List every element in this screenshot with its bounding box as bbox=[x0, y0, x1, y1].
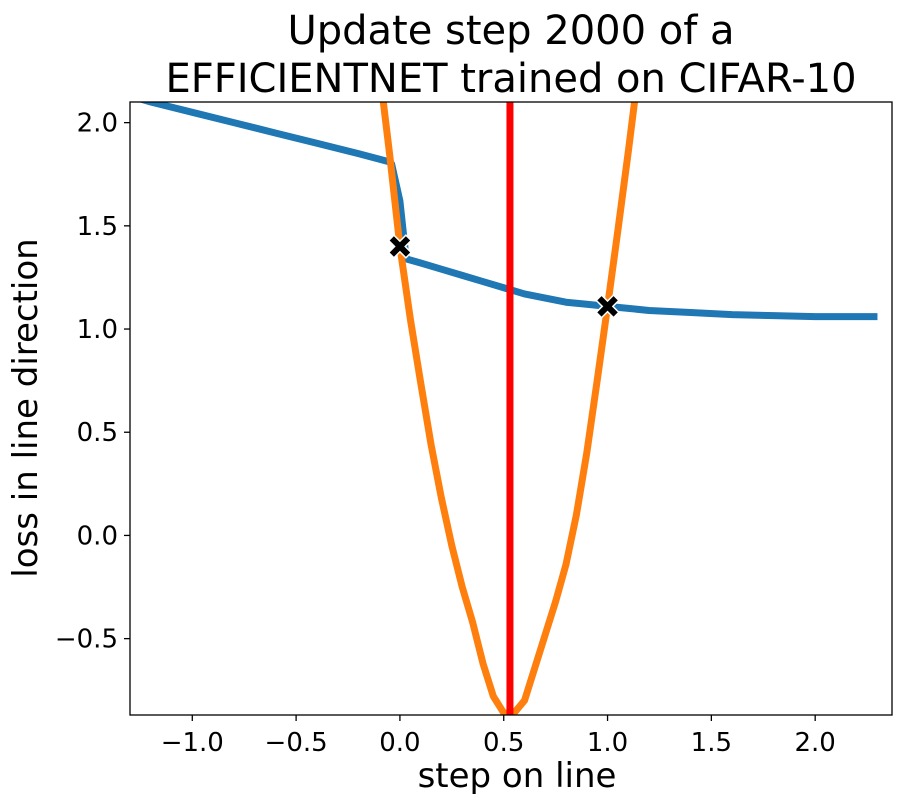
x-axis-label: step on line bbox=[418, 756, 617, 796]
x-tick-label: −0.5 bbox=[265, 728, 328, 758]
chart-title-line-1: Update step 2000 of a bbox=[287, 8, 734, 54]
y-tick-label: 0.0 bbox=[77, 521, 118, 551]
y-tick-label: 0.5 bbox=[77, 418, 118, 448]
plot-frame bbox=[129, 101, 893, 716]
x-tick-label: 0.5 bbox=[483, 728, 524, 758]
y-tick-label: 1.0 bbox=[77, 315, 118, 345]
y-axis-ticks: −0.5 0.0 0.5 1.0 1.5 2.0 bbox=[55, 109, 130, 655]
series-line-0 bbox=[138, 102, 878, 321]
x-axis-ticks: −1.0 −0.5 0.0 0.5 1.0 1.5 2.0 bbox=[161, 715, 836, 758]
x-tick-label: 1.5 bbox=[691, 728, 732, 758]
y-axis-label: loss in line direction bbox=[6, 238, 46, 577]
x-marker-0 bbox=[387, 234, 413, 259]
x-tick-label: 1.0 bbox=[587, 728, 628, 758]
chart-title-line-2: EFFICIENTNET trained on CIFAR-10 bbox=[165, 56, 856, 102]
y-tick-label: 1.5 bbox=[77, 212, 118, 242]
plot-area bbox=[138, 102, 878, 715]
x-marker-1 bbox=[595, 293, 620, 319]
x-tick-label: −1.0 bbox=[161, 728, 224, 758]
marker-layer bbox=[387, 234, 620, 319]
y-tick-label: 2.0 bbox=[77, 109, 118, 139]
x-tick-label: 0.0 bbox=[379, 728, 420, 758]
y-tick-label: −0.5 bbox=[55, 625, 118, 655]
x-tick-label: 2.0 bbox=[794, 728, 835, 758]
